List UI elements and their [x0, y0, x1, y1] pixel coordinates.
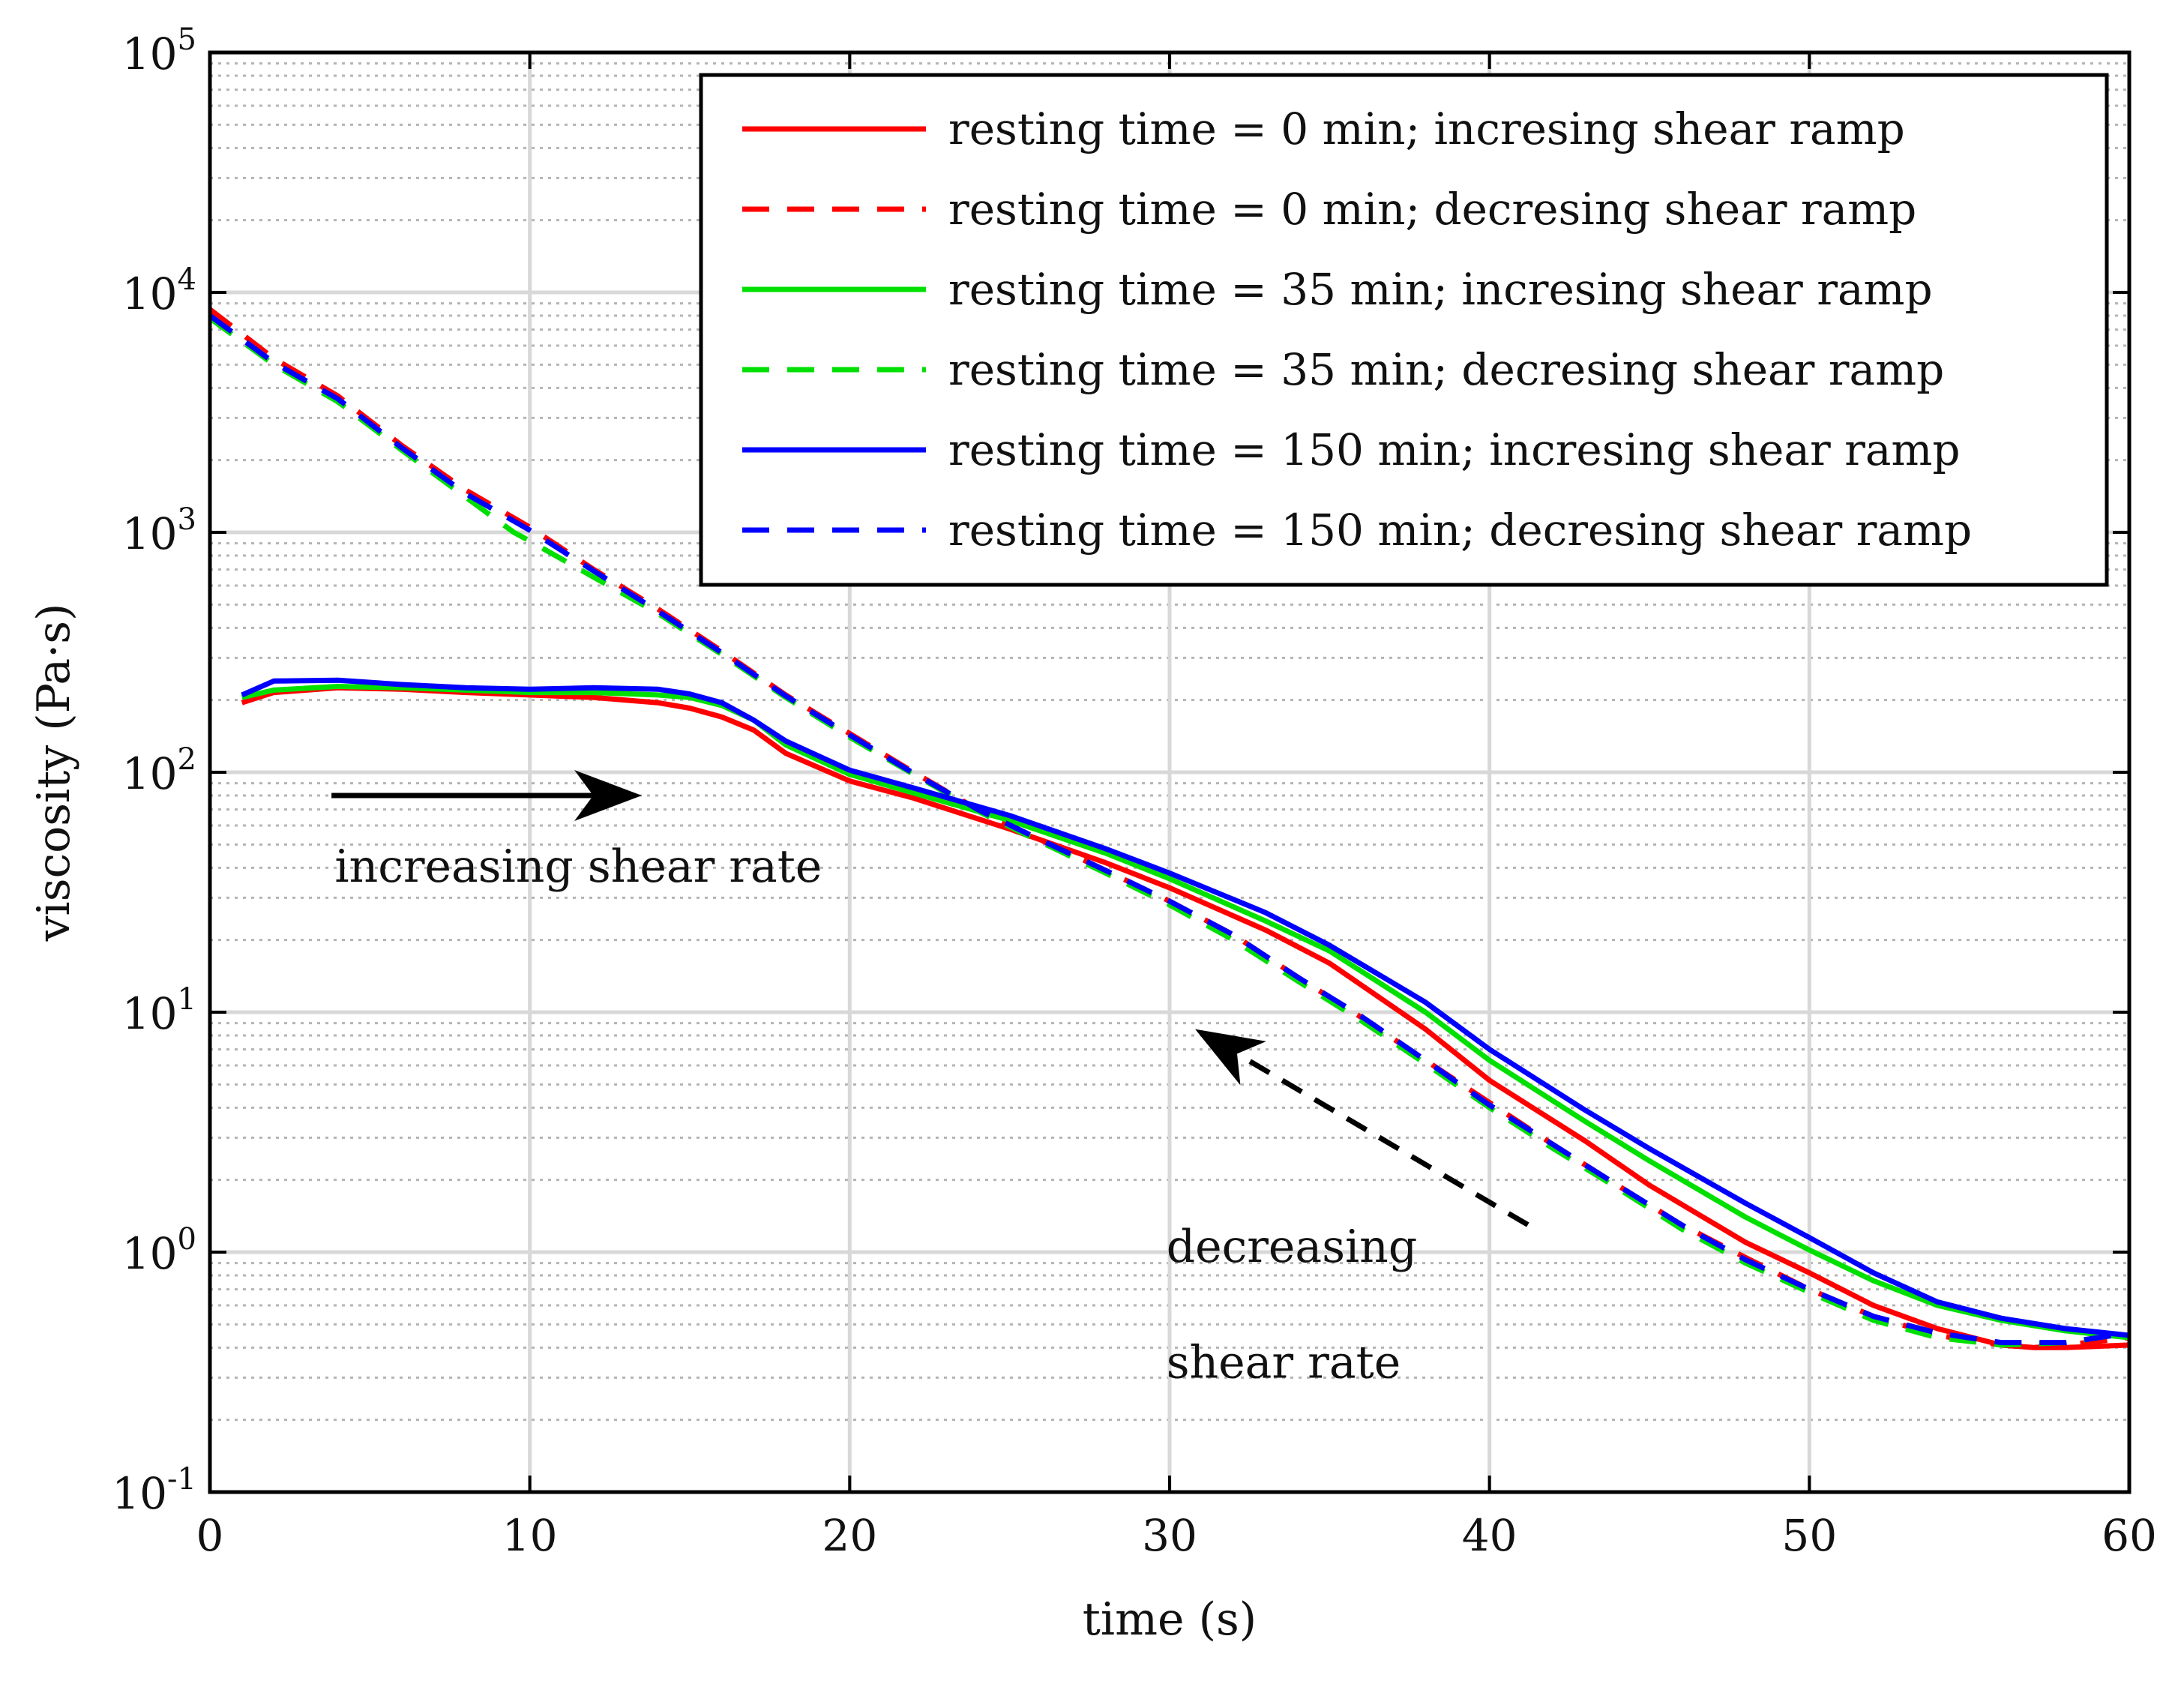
series-line [210, 316, 2129, 1348]
legend: resting time = 0 min; incresing shear ra… [699, 73, 2109, 587]
y-axis-title: viscosity (Pa·s) [28, 604, 80, 942]
series-line [241, 684, 2129, 1341]
legend-label: resting time = 0 min; incresing shear ra… [948, 103, 1905, 154]
legend-label: resting time = 150 min; decresing shear … [948, 505, 1972, 556]
y-tick-label: 102 [122, 742, 196, 799]
legend-label: resting time = 35 min; incresing shear r… [948, 264, 1933, 315]
decreasing-shear-arrow-head [1195, 1029, 1266, 1086]
x-tick-label: 30 [1142, 1510, 1197, 1561]
series-line [210, 307, 2129, 1350]
y-tick-label: 100 [122, 1222, 196, 1279]
increasing-shear-arrow-head [574, 770, 642, 821]
decreasing-shear-label-line2: shear rate [1167, 1336, 1401, 1389]
x-tick-label: 0 [196, 1510, 224, 1561]
x-tick-label: 60 [2102, 1510, 2157, 1561]
x-tick-label: 20 [822, 1510, 877, 1561]
y-tick-label: 101 [122, 982, 196, 1039]
increasing-shear-label: increasing shear rate [334, 841, 822, 893]
x-tick-label: 40 [1462, 1510, 1517, 1561]
legend-label: resting time = 35 min; decresing shear r… [948, 344, 1944, 395]
series-line [241, 677, 2129, 1338]
legend-label: resting time = 150 min; incresing shear … [948, 424, 1961, 475]
series-line [210, 313, 2129, 1346]
x-tick-label: 10 [502, 1510, 558, 1561]
x-tick-label: 50 [1781, 1510, 1837, 1561]
annotations: increasing shear rate decreasing shear rat… [331, 770, 1529, 1389]
decreasing-shear-arrow-line [1233, 1049, 1529, 1227]
axes: 0 10 20 30 40 50 60 10-1 100 101 102 103 104 105 [112, 22, 2157, 1561]
y-tick-label: 10-1 [112, 1462, 196, 1519]
y-tick-label: 104 [122, 262, 196, 319]
y-tick-label: 103 [122, 502, 196, 559]
x-axis-title: time (s) [1083, 1593, 1257, 1646]
y-tick-label: 105 [122, 22, 196, 79]
decreasing-shear-label-line1: decreasing [1167, 1221, 1418, 1273]
legend-label: resting time = 0 min; decresing shear ra… [948, 184, 1916, 235]
legend-box [699, 73, 2109, 587]
series-layer [210, 307, 2129, 1350]
